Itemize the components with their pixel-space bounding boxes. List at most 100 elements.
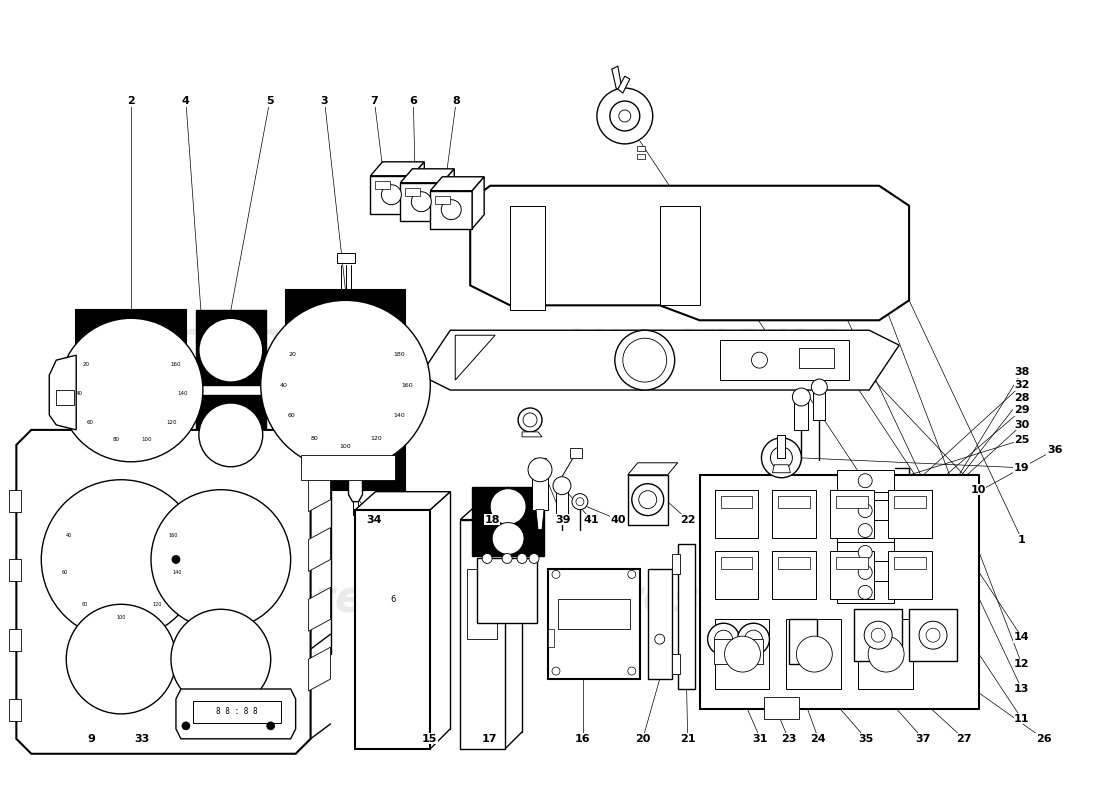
Text: 160: 160 bbox=[170, 362, 182, 366]
Bar bbox=[720, 558, 752, 570]
Polygon shape bbox=[813, 390, 825, 420]
Bar bbox=[772, 490, 816, 538]
Bar bbox=[10, 699, 21, 721]
Text: ~: ~ bbox=[111, 304, 123, 318]
Bar bbox=[800, 348, 834, 368]
Text: 80: 80 bbox=[112, 437, 119, 442]
Text: 32: 32 bbox=[1014, 380, 1030, 390]
Text: 120: 120 bbox=[152, 602, 162, 607]
Text: 24: 24 bbox=[811, 734, 826, 744]
Polygon shape bbox=[420, 330, 899, 390]
Circle shape bbox=[441, 200, 461, 220]
Text: 26: 26 bbox=[1036, 734, 1052, 744]
Circle shape bbox=[628, 667, 636, 675]
Text: 18: 18 bbox=[484, 514, 499, 525]
Polygon shape bbox=[672, 554, 680, 574]
Bar bbox=[477, 558, 537, 623]
Polygon shape bbox=[628, 474, 668, 525]
Polygon shape bbox=[648, 570, 672, 679]
Bar bbox=[720, 496, 752, 508]
Circle shape bbox=[865, 622, 892, 649]
Text: 40: 40 bbox=[76, 391, 82, 397]
Circle shape bbox=[491, 489, 526, 525]
Bar bbox=[10, 559, 21, 582]
Bar bbox=[56, 390, 74, 405]
Text: 31: 31 bbox=[752, 734, 768, 744]
Text: 12: 12 bbox=[1014, 659, 1030, 669]
Polygon shape bbox=[837, 470, 894, 492]
Polygon shape bbox=[837, 500, 894, 522]
Bar bbox=[836, 558, 868, 570]
Circle shape bbox=[482, 554, 492, 563]
Circle shape bbox=[858, 504, 872, 518]
Polygon shape bbox=[400, 169, 454, 182]
Text: eurospares: eurospares bbox=[559, 318, 840, 362]
Text: 34: 34 bbox=[366, 514, 382, 525]
Circle shape bbox=[631, 484, 663, 515]
Text: 60: 60 bbox=[288, 414, 296, 418]
Polygon shape bbox=[400, 182, 442, 221]
Circle shape bbox=[707, 623, 739, 655]
Text: 100: 100 bbox=[141, 437, 152, 442]
Text: 120: 120 bbox=[166, 420, 177, 425]
Circle shape bbox=[597, 88, 652, 144]
Polygon shape bbox=[460, 519, 505, 749]
Bar bbox=[436, 196, 450, 204]
Bar bbox=[894, 558, 926, 570]
Bar bbox=[468, 570, 497, 639]
Text: eurospares: eurospares bbox=[559, 578, 840, 621]
Text: 19: 19 bbox=[1014, 462, 1030, 473]
Circle shape bbox=[382, 185, 402, 205]
Bar bbox=[836, 496, 868, 508]
Circle shape bbox=[151, 490, 290, 630]
Polygon shape bbox=[337, 253, 355, 263]
Circle shape bbox=[59, 318, 202, 462]
Circle shape bbox=[553, 477, 571, 494]
Bar bbox=[715, 551, 759, 599]
Polygon shape bbox=[176, 689, 296, 739]
Circle shape bbox=[518, 408, 542, 432]
Circle shape bbox=[858, 566, 872, 579]
Bar bbox=[192, 701, 280, 723]
Text: 2: 2 bbox=[128, 96, 135, 106]
Polygon shape bbox=[556, 490, 568, 514]
Text: 4: 4 bbox=[182, 96, 190, 106]
Circle shape bbox=[529, 554, 539, 563]
Circle shape bbox=[796, 636, 833, 672]
Polygon shape bbox=[300, 455, 395, 480]
Polygon shape bbox=[196, 395, 266, 470]
Polygon shape bbox=[355, 492, 450, 510]
Circle shape bbox=[552, 570, 560, 578]
Circle shape bbox=[66, 604, 176, 714]
Bar bbox=[548, 630, 554, 647]
Circle shape bbox=[715, 630, 733, 648]
Text: 8 8 : 8 8: 8 8 : 8 8 bbox=[216, 707, 257, 717]
Circle shape bbox=[639, 490, 657, 509]
Text: 25: 25 bbox=[1014, 435, 1030, 445]
Bar bbox=[779, 496, 811, 508]
Circle shape bbox=[745, 630, 762, 648]
Polygon shape bbox=[714, 639, 734, 664]
Text: 100: 100 bbox=[117, 614, 125, 620]
Polygon shape bbox=[510, 206, 544, 310]
Circle shape bbox=[858, 546, 872, 559]
Polygon shape bbox=[548, 570, 640, 679]
Circle shape bbox=[920, 622, 947, 649]
Circle shape bbox=[615, 330, 674, 390]
Bar bbox=[637, 146, 645, 151]
Polygon shape bbox=[700, 474, 979, 709]
Circle shape bbox=[182, 722, 190, 730]
Polygon shape bbox=[455, 335, 495, 380]
Text: 140: 140 bbox=[177, 391, 188, 397]
Bar bbox=[715, 490, 759, 538]
Text: 140: 140 bbox=[393, 414, 405, 418]
Polygon shape bbox=[678, 545, 694, 689]
Text: 160: 160 bbox=[402, 382, 414, 387]
Circle shape bbox=[199, 403, 263, 466]
Circle shape bbox=[737, 623, 769, 655]
Polygon shape bbox=[286, 290, 406, 490]
Bar bbox=[637, 154, 645, 159]
Circle shape bbox=[502, 554, 513, 563]
Text: 41: 41 bbox=[583, 514, 598, 525]
Bar bbox=[830, 551, 874, 599]
